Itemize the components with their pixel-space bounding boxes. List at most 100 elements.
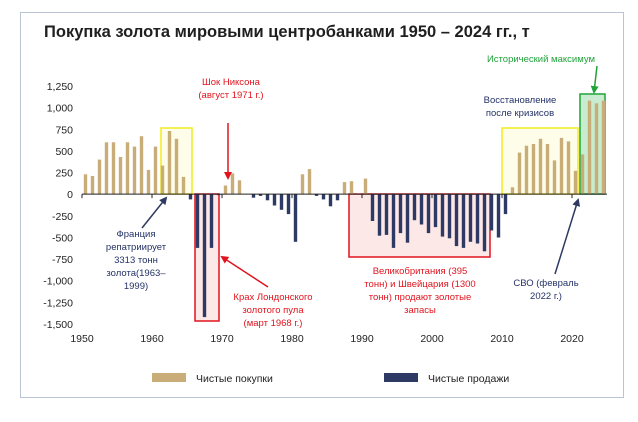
bar-1995	[398, 194, 403, 234]
bar-2014	[531, 144, 536, 195]
bar-1992	[377, 194, 382, 236]
france-line1: Франция	[117, 229, 156, 240]
bar-2020	[573, 170, 578, 195]
bar-2010	[503, 194, 508, 215]
bar-1972	[237, 180, 242, 195]
nixon-line2: (август 1971 г.)	[198, 90, 263, 101]
annotation-london-pool: Крах Лондонского золотого пула (март 196…	[220, 255, 313, 329]
chart-title: Покупка золота мировыми центробанками 19…	[44, 23, 530, 41]
svo-line2: 2022 г.)	[530, 291, 562, 302]
y-tick-label: -1,250	[43, 297, 73, 309]
bar-2002	[447, 194, 452, 239]
bar-2001	[440, 194, 445, 237]
bar-2004	[461, 194, 466, 248]
bar-1952	[97, 159, 102, 195]
recovery-line2: после кризисов	[486, 108, 554, 119]
bar-1965	[188, 194, 193, 200]
bar-1991	[370, 194, 375, 221]
bar-2021	[580, 154, 585, 195]
bars-layer	[83, 100, 606, 318]
bar-2008	[489, 194, 494, 231]
bar-1959	[146, 169, 151, 195]
bar-1985	[328, 194, 333, 207]
france-line3: 3313 тонн	[114, 255, 158, 266]
annotation-record-high: Исторический максимум	[487, 54, 599, 94]
france-line2: репатриирует	[106, 242, 167, 253]
legend-label-sell: Чистые продажи	[428, 373, 509, 385]
bar-1950	[83, 174, 88, 195]
y-tick-label: -1,000	[43, 276, 73, 288]
bar-1970	[223, 185, 228, 195]
london-line1: Крах Лондонского	[233, 292, 312, 303]
x-tick-label: 1970	[210, 333, 234, 345]
bar-1988	[349, 181, 354, 195]
bar-1962	[167, 131, 172, 195]
y-tick-label: 250	[55, 168, 73, 180]
bar-2022	[587, 100, 592, 195]
y-tick-label: 1,250	[47, 81, 73, 93]
uk-line2: тонн) и Швейцария (1300	[364, 279, 475, 290]
bar-1966	[195, 194, 200, 248]
bar-1951	[90, 176, 95, 195]
bar-1958	[139, 136, 144, 195]
bar-1977	[272, 194, 277, 206]
bar-2018	[559, 137, 564, 195]
legend-swatch-sell	[384, 373, 418, 382]
x-tick-label: 1950	[70, 333, 94, 345]
bar-2000	[433, 194, 438, 228]
y-tick-label: -250	[52, 211, 73, 223]
y-tick-label: 750	[55, 124, 73, 136]
y-tick-label: 0	[67, 189, 73, 201]
bar-1993	[384, 194, 389, 235]
bar-2013	[524, 145, 529, 195]
bar-2016	[545, 144, 550, 195]
svo-arrow	[554, 198, 581, 275]
annotation-svo: СВО (февраль 2022 г.)	[513, 198, 581, 302]
bar-2007	[482, 194, 487, 252]
nixon-line1: Шок Никсона	[202, 77, 261, 88]
bar-1978	[279, 194, 284, 210]
legend: Чистые покупки Чистые продажи	[152, 373, 509, 385]
y-tick-label: -500	[52, 233, 73, 245]
bar-1953	[104, 142, 109, 195]
bar-1999	[426, 194, 431, 234]
annotation-uk-switzerland: Великобритания (395 тонн) и Швейцария (1…	[364, 266, 475, 316]
london-arrow	[220, 255, 269, 288]
bar-1980	[293, 194, 298, 242]
svo-line1: СВО (февраль	[513, 278, 578, 289]
x-tick-label: 2020	[560, 333, 584, 345]
bar-1990	[363, 178, 368, 195]
bar-1964	[181, 176, 186, 195]
bar-1976	[265, 194, 270, 201]
y-tick-label: -1,500	[43, 319, 73, 331]
record-high-arrow	[590, 65, 599, 94]
x-tick-label: 1990	[350, 333, 374, 345]
x-tick-label: 2010	[490, 333, 514, 345]
bar-2015	[538, 138, 543, 195]
legend-label-buy: Чистые покупки	[196, 373, 273, 385]
bar-1967	[202, 194, 207, 318]
bar-1983	[314, 194, 319, 196]
london-line2: золотого пула	[242, 305, 304, 316]
chart-frame	[20, 12, 624, 398]
bar-1975	[258, 194, 263, 196]
annotation-recovery: Восстановление после кризисов	[484, 95, 557, 119]
bar-2006	[475, 194, 480, 244]
annotation-france: Франция репатриирует 3313 тонн золота(19…	[106, 196, 168, 292]
uk-line1: Великобритания (395	[373, 266, 468, 277]
bar-1986	[335, 194, 340, 201]
bar-2024	[601, 100, 606, 195]
bar-2005	[468, 194, 473, 242]
bar-1987	[342, 182, 347, 195]
axes-layer: -1,500 -1,250 -1,000 -750 -500 -250 0 250 500 750…	[43, 81, 607, 345]
bar-2023	[594, 103, 599, 195]
bar-1955	[118, 157, 123, 195]
uk-line4: запасы	[404, 305, 436, 316]
bar-1974	[251, 194, 256, 198]
recovery-line1: Восстановление	[484, 95, 557, 106]
bar-1956	[125, 142, 130, 195]
bar-2019	[566, 141, 571, 195]
bar-1984	[321, 194, 326, 200]
bar-1981	[300, 174, 305, 195]
